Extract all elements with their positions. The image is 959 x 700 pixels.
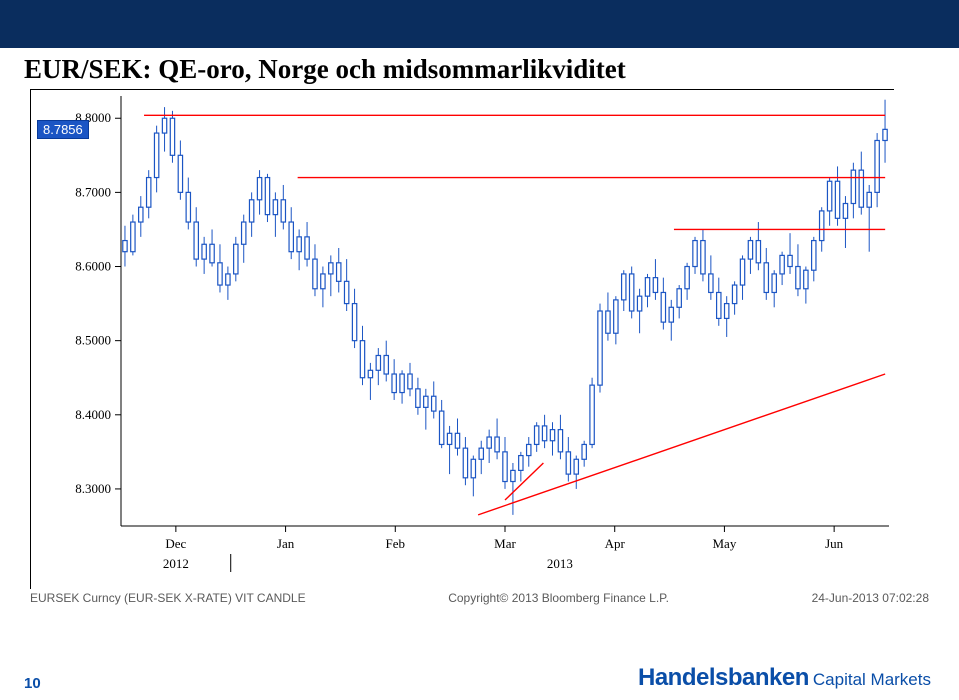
svg-text:8.5000: 8.5000 bbox=[75, 333, 111, 348]
page-title: EUR/SEK: QE-oro, Norge och midsommarlikv… bbox=[24, 54, 935, 85]
svg-text:Apr: Apr bbox=[605, 536, 626, 551]
svg-text:8.4000: 8.4000 bbox=[75, 407, 111, 422]
svg-text:8.3000: 8.3000 bbox=[75, 481, 111, 496]
svg-text:8.6000: 8.6000 bbox=[75, 259, 111, 274]
chart-container: 8.7856 8.30008.40008.50008.60008.70008.8… bbox=[30, 89, 894, 589]
footer: 10 HandelsbankenCapital Markets bbox=[0, 664, 959, 692]
svg-text:May: May bbox=[713, 536, 737, 551]
chart-meta-instrument: EURSEK Curncy (EUR-SEK X-RATE) VIT CANDL… bbox=[30, 591, 306, 605]
svg-text:Feb: Feb bbox=[386, 536, 406, 551]
brand-block: HandelsbankenCapital Markets bbox=[638, 664, 931, 692]
svg-text:Mar: Mar bbox=[494, 536, 516, 551]
svg-text:8.7000: 8.7000 bbox=[75, 184, 111, 199]
page-number: 10 bbox=[24, 675, 41, 692]
y-axis-price-flag: 8.7856 bbox=[37, 120, 89, 139]
svg-text:2012: 2012 bbox=[163, 556, 189, 571]
brand-sub-text: Capital Markets bbox=[813, 670, 931, 689]
chart-meta-copyright: Copyright© 2013 Bloomberg Finance L.P. bbox=[448, 591, 669, 605]
svg-text:Jan: Jan bbox=[277, 536, 295, 551]
chart-meta-row: EURSEK Curncy (EUR-SEK X-RATE) VIT CANDL… bbox=[24, 589, 935, 605]
brand-logo-text: Handelsbanken bbox=[638, 664, 809, 691]
chart-meta-timestamp: 24-Jun-2013 07:02:28 bbox=[812, 591, 929, 605]
svg-text:2013: 2013 bbox=[547, 556, 573, 571]
slide-content: EUR/SEK: QE-oro, Norge och midsommarlikv… bbox=[0, 48, 959, 605]
svg-text:Jun: Jun bbox=[825, 536, 844, 551]
svg-text:Dec: Dec bbox=[165, 536, 186, 551]
candlestick-chart: 8.30008.40008.50008.60008.70008.8000DecJ… bbox=[31, 90, 895, 590]
top-bar bbox=[0, 0, 959, 48]
